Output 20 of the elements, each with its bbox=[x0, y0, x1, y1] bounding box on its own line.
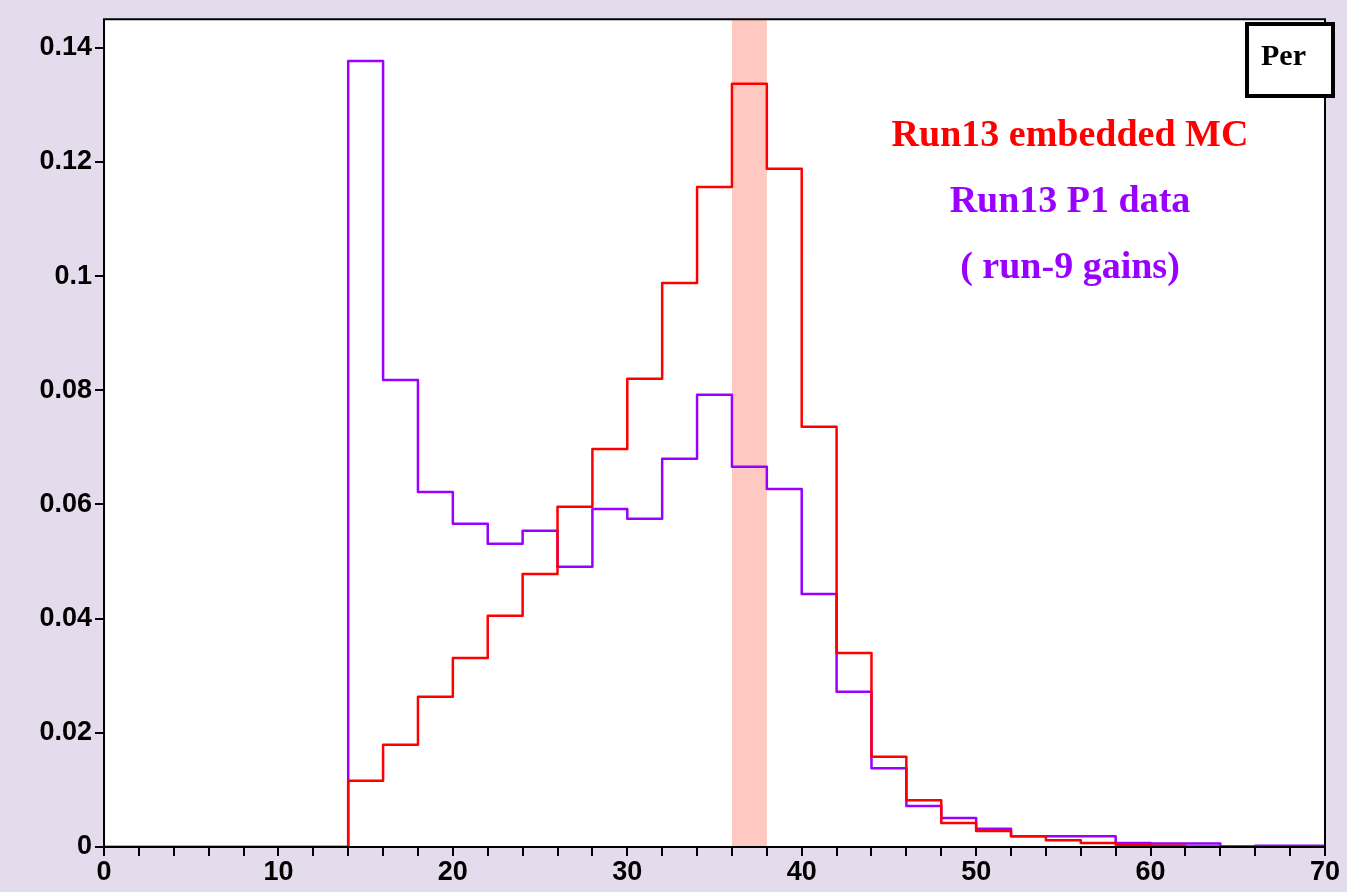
x-tick-label: 50 bbox=[961, 855, 992, 886]
annotation: Per bbox=[1245, 22, 1335, 98]
x-tick-label: 70 bbox=[1309, 855, 1341, 886]
x-tick-label: 40 bbox=[786, 855, 817, 886]
y-tick-label: 0.06 bbox=[39, 487, 92, 518]
y-tick-label: 0.14 bbox=[39, 31, 92, 62]
y-tick-label: 0.04 bbox=[39, 602, 92, 633]
x-tick-label: 20 bbox=[437, 855, 468, 886]
y-tick-label: 0.08 bbox=[39, 373, 92, 404]
y-tick-label: 0 bbox=[76, 830, 92, 861]
x-tick-label: 10 bbox=[263, 855, 294, 886]
y-tick-label: 0.1 bbox=[54, 259, 92, 290]
x-tick-label: 30 bbox=[612, 855, 643, 886]
text: Run13 P1 data bbox=[948, 177, 1192, 222]
x-tick-label: 0 bbox=[96, 855, 112, 886]
y-tick-label: 0.02 bbox=[39, 716, 92, 747]
y-tick-label: 0.12 bbox=[39, 145, 92, 176]
text: Run13 embedded MC bbox=[890, 111, 1250, 156]
x-tick-label: 60 bbox=[1135, 855, 1166, 886]
annotation: ( run-9 gains) bbox=[959, 243, 1181, 288]
